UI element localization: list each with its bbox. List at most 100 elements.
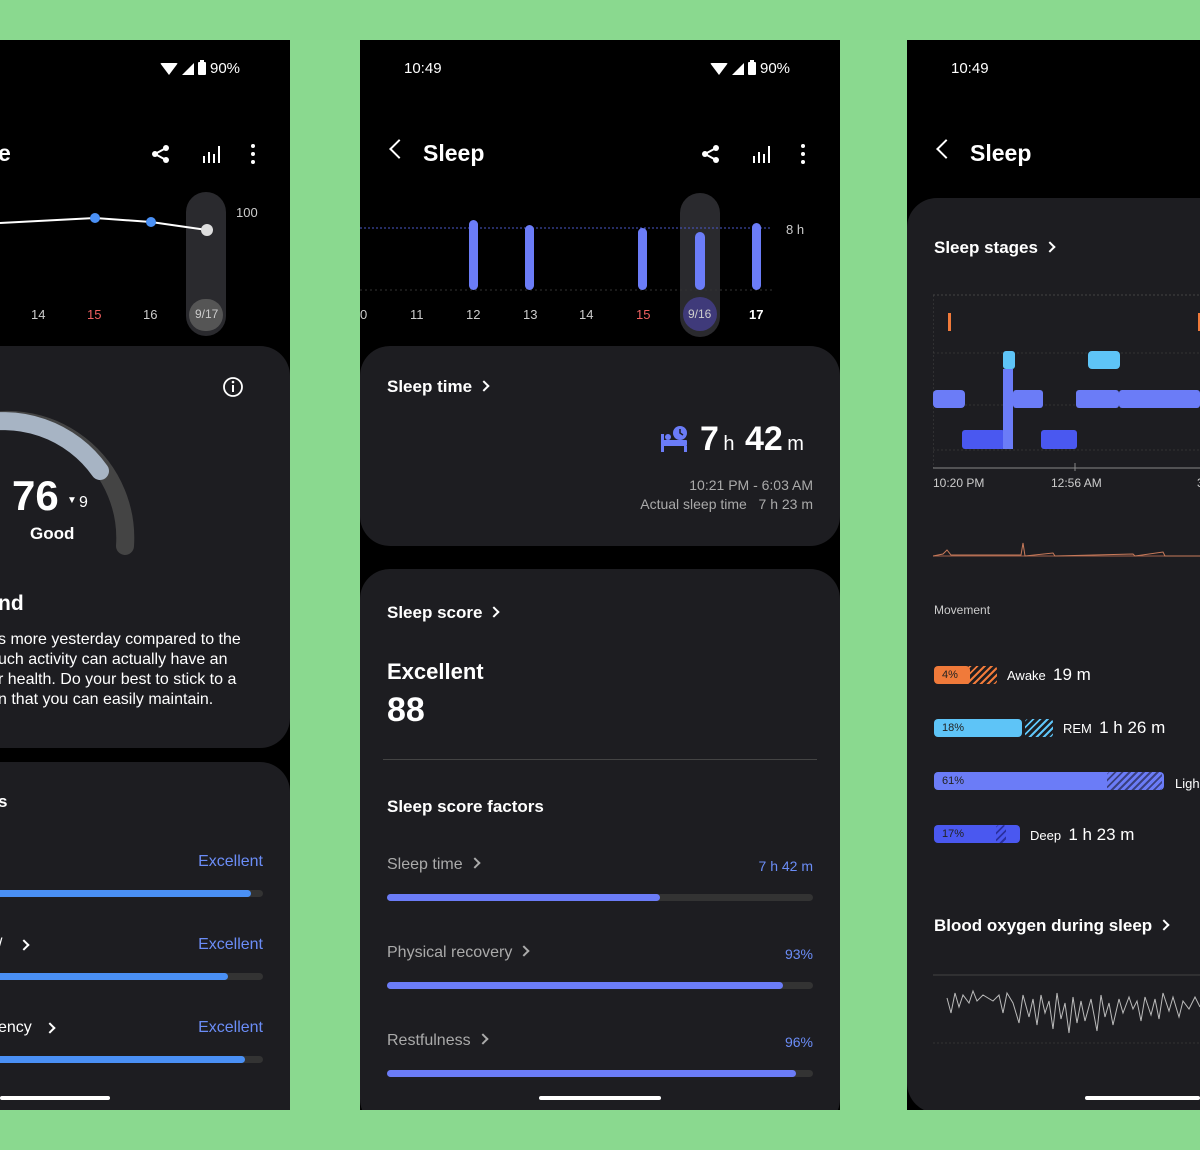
- signal-icon: [182, 62, 194, 75]
- rem-stage-bar: 18%: [934, 719, 1022, 737]
- factor-progress-track: [387, 1070, 813, 1077]
- factor-value: 93%: [784, 946, 813, 962]
- factor-progress-track: [0, 1056, 263, 1063]
- status-bar-icons: 90%: [710, 60, 790, 77]
- rem-hatch: [1025, 719, 1053, 737]
- more-options-icon[interactable]: [251, 144, 255, 164]
- awake-stage-bar: 4%: [934, 666, 970, 684]
- chevron-right-icon: [478, 380, 490, 392]
- chart-x-label-selected[interactable]: 9/16: [688, 307, 712, 321]
- chevron-right-icon: [18, 939, 30, 951]
- movement-graph: [933, 542, 1200, 557]
- factor-progress-track: [0, 890, 263, 897]
- chart-x-label: 17: [749, 307, 764, 322]
- factors-card: s Excellent / Excellent ency Excellent: [0, 762, 290, 1110]
- factor-value: 96%: [784, 1034, 813, 1050]
- chart-goal-label: 8 h: [786, 222, 805, 237]
- home-indicator[interactable]: [1085, 1096, 1200, 1100]
- sleep-score-value: 88: [387, 691, 425, 729]
- sleep-time-card[interactable]: Sleep time 7 h 42 m 10:21 PM - 6:03 AM A…: [360, 346, 840, 546]
- factor-row-sleep-time[interactable]: Sleep time 7 h 42 m: [387, 856, 813, 878]
- blood-oxygen-graph: [933, 974, 1200, 1044]
- factor-name: ency: [0, 1019, 32, 1036]
- battery-icon: [198, 60, 206, 75]
- back-arrow-icon[interactable]: [936, 139, 956, 159]
- score-down-arrow-icon: ▼: [67, 495, 77, 506]
- factor-progress-fill: [387, 1070, 796, 1077]
- factor-progress-fill: [387, 982, 784, 989]
- signal-icon: [732, 62, 744, 75]
- hypnogram-x-label: 10:20 PM: [933, 476, 985, 490]
- share-icon[interactable]: [151, 144, 171, 164]
- status-time: 10:49: [951, 60, 989, 77]
- factor-row[interactable]: Excellent: [0, 853, 263, 873]
- actual-sleep-time: Actual sleep time 7 h 23 m: [640, 496, 813, 512]
- more-options-icon[interactable]: [801, 144, 805, 164]
- sleep-stages-hypnogram: [933, 294, 1200, 471]
- chevron-right-icon: [488, 606, 501, 618]
- wifi-icon: [710, 62, 728, 75]
- factor-progress-track: [387, 982, 813, 989]
- deep-hatch: [996, 825, 1006, 843]
- factor-row-physical-recovery[interactable]: Physical recovery 93%: [387, 944, 813, 966]
- chevron-right-icon: [1158, 919, 1170, 931]
- trends-icon[interactable]: [752, 144, 772, 164]
- factor-value: 7 h 42 m: [758, 858, 813, 874]
- factor-rating: Excellent: [198, 936, 263, 953]
- info-icon[interactable]: [222, 376, 244, 398]
- score-gauge: [0, 410, 135, 555]
- home-indicator[interactable]: [539, 1096, 661, 1100]
- wifi-icon: [160, 62, 178, 75]
- sleep-score-rating: Excellent: [387, 659, 484, 684]
- divider: [383, 759, 817, 760]
- status-time: 10:49: [404, 60, 442, 77]
- sleep-score-heading[interactable]: Sleep score: [387, 603, 501, 623]
- factor-rating: Excellent: [198, 1019, 263, 1036]
- battery-percent: 90%: [760, 60, 791, 77]
- score-value: 76: [12, 472, 59, 519]
- middle-phone-screen: 10:49 90% Sleep 8 h 0 11 12 13 14 15 9/1…: [360, 40, 840, 1110]
- factor-row[interactable]: ency Excellent: [0, 1019, 263, 1039]
- sleep-score-card: Sleep score Excellent 88 Sleep score fac…: [360, 569, 840, 1110]
- light-legend: Ligh: [1175, 776, 1200, 791]
- chart-x-label: 15: [636, 307, 651, 322]
- page-title: e: [0, 140, 11, 166]
- chart-x-label: 11: [410, 307, 424, 322]
- factor-row-restfulness[interactable]: Restfulness 96%: [387, 1032, 813, 1054]
- score-rating: Good: [30, 524, 75, 543]
- status-bar-icons: 90%: [160, 60, 240, 77]
- factor-progress-track: [387, 894, 813, 901]
- factors-heading: Sleep score factors: [387, 797, 544, 816]
- chart-x-label: 14: [31, 307, 46, 322]
- factor-progress-fill: [387, 894, 660, 901]
- page-title: Sleep: [970, 140, 1032, 166]
- blood-oxygen-heading[interactable]: Blood oxygen during sleep: [934, 916, 1170, 936]
- page-title: Sleep: [423, 140, 485, 166]
- back-arrow-icon[interactable]: [389, 139, 409, 159]
- sleep-stages-heading[interactable]: Sleep stages: [934, 238, 1056, 258]
- chevron-right-icon: [44, 1022, 56, 1034]
- factor-row[interactable]: / Excellent: [0, 936, 263, 956]
- home-indicator[interactable]: [0, 1096, 110, 1100]
- insight-heading: nd: [0, 592, 24, 615]
- factor-progress-fill: [0, 973, 228, 980]
- factor-name: Sleep time: [387, 856, 463, 873]
- chart-x-label: 15: [87, 307, 102, 322]
- rem-legend: REM 1 h 26 m: [1063, 718, 1166, 737]
- factor-progress-track: [0, 973, 263, 980]
- sleep-time-heading[interactable]: Sleep time: [387, 377, 490, 397]
- chart-x-label-selected[interactable]: 9/17: [195, 307, 219, 321]
- deep-stage-bar: 17%: [934, 825, 1020, 843]
- factor-name: Restfulness: [387, 1032, 471, 1049]
- sleep-range: 10:21 PM - 6:03 AM: [689, 477, 813, 493]
- factors-heading: s: [0, 792, 8, 811]
- right-phone-screen: 10:49 Sleep Sleep stages 10:20 PM 12:56 …: [907, 40, 1200, 1110]
- deep-legend: Deep 1 h 23 m: [1030, 825, 1135, 844]
- left-phone-screen: 90% e 100 14 15 16 9/17 76 ▼ 9 Good nd: [0, 40, 290, 1110]
- trends-icon[interactable]: [202, 144, 222, 164]
- score-trend-chart: [0, 192, 226, 336]
- chevron-right-icon: [468, 857, 481, 869]
- share-icon[interactable]: [701, 144, 721, 164]
- chart-x-label: 0: [360, 307, 368, 322]
- factor-name: Physical recovery: [387, 944, 513, 961]
